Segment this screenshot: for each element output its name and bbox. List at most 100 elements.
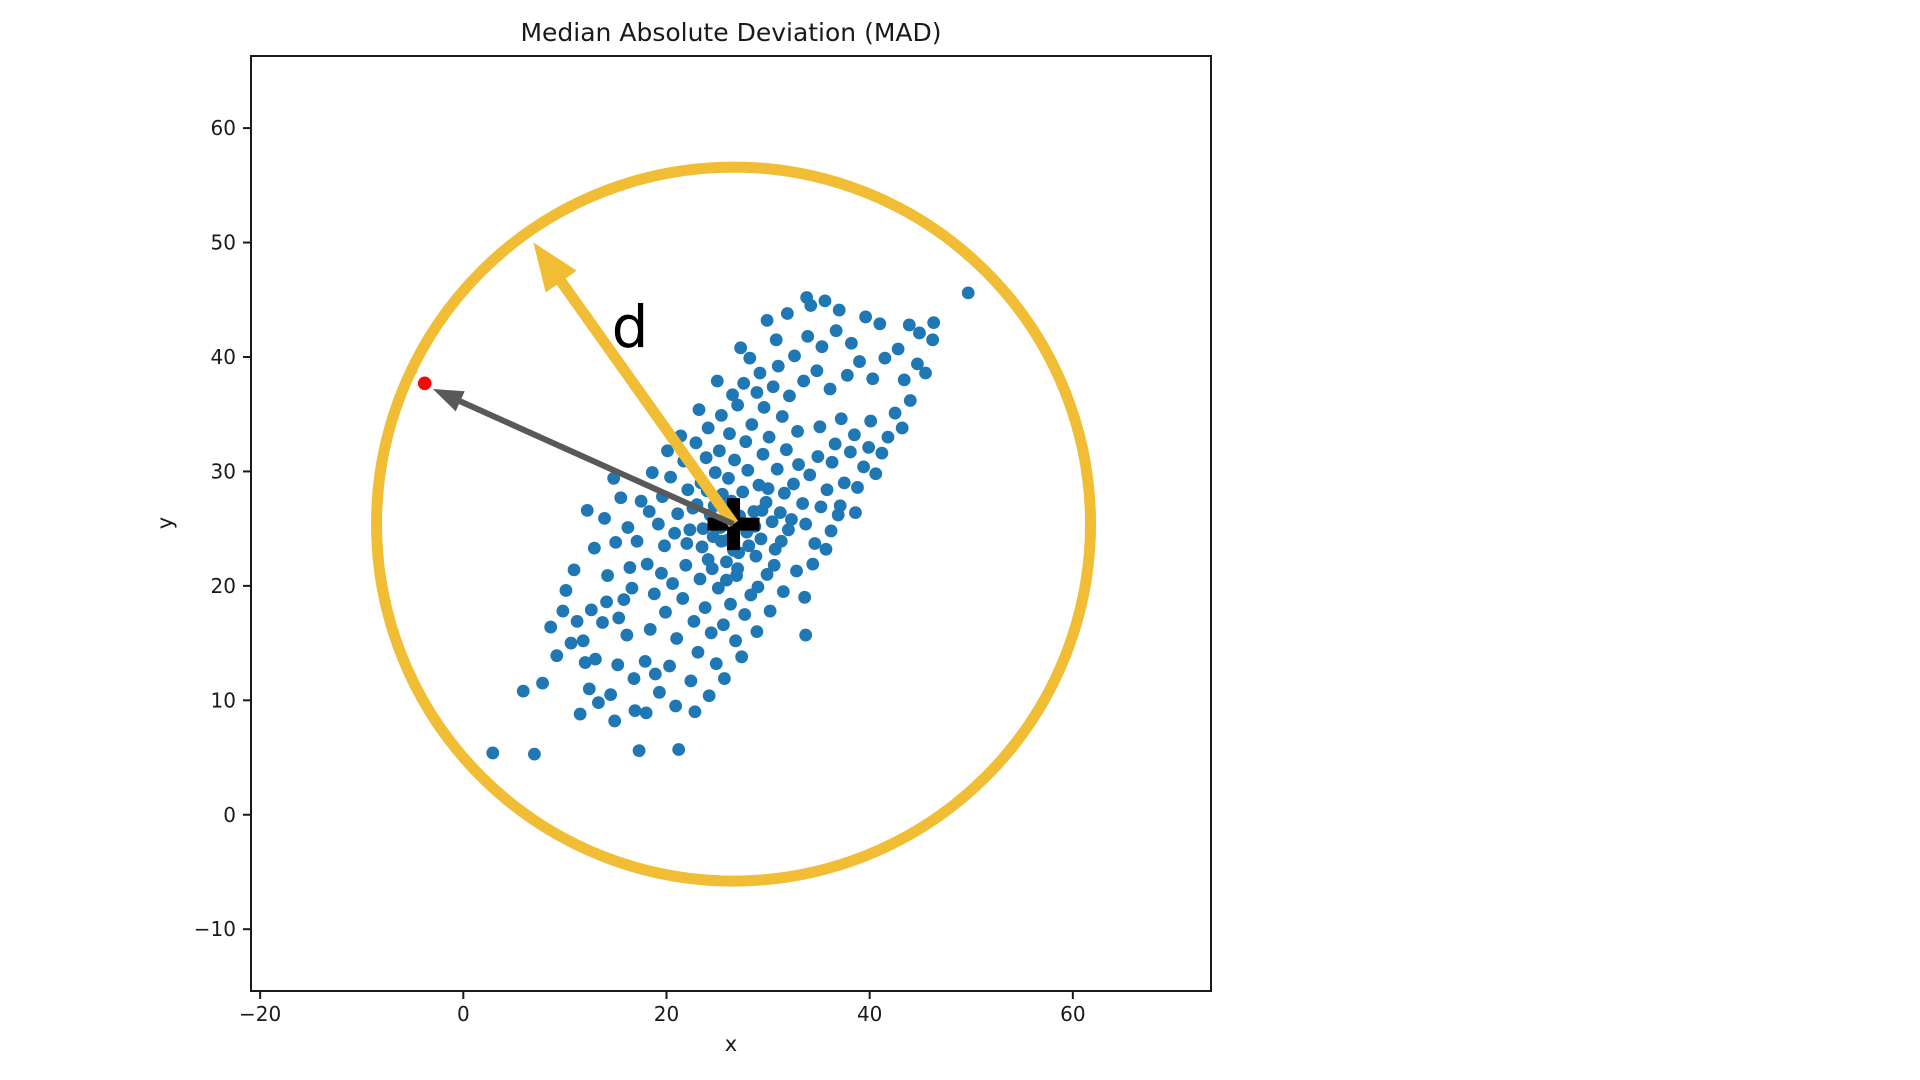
scatter-point [781, 523, 795, 537]
scatter-point [829, 324, 843, 338]
scatter-point [640, 557, 654, 571]
outlier-arrow-shaft [457, 397, 735, 527]
scatter-point [864, 414, 878, 428]
scatter-point [799, 628, 813, 642]
scatter-point [844, 336, 858, 350]
scatter-point [796, 497, 810, 510]
scatter-point [825, 455, 839, 469]
scatter-point [902, 318, 916, 332]
scatter-point [853, 355, 866, 368]
scatter-point [714, 408, 728, 422]
scatter-point [708, 466, 722, 479]
scatter-point [773, 506, 787, 520]
scatter-point [808, 537, 822, 550]
scatter-point [881, 430, 895, 444]
scatter-point [681, 483, 695, 497]
scatter-point [903, 394, 917, 407]
scatter-point [729, 634, 742, 648]
scatter-point [913, 326, 926, 340]
scatter-point [680, 537, 694, 550]
scatter-point [692, 403, 706, 417]
scatter-point [761, 482, 775, 495]
scatter-point [762, 430, 776, 444]
scatter-point [556, 604, 570, 618]
scatter-point [710, 374, 724, 388]
scatter-point [625, 581, 639, 595]
scatter-point [587, 541, 601, 555]
scatter-point [736, 485, 750, 499]
mad-circle-group [371, 161, 1097, 887]
scatter-point [661, 444, 674, 458]
scatter-point [720, 573, 733, 587]
scatter-point [760, 313, 774, 327]
y-tick-label: −10 [194, 917, 236, 941]
scatter-point [668, 526, 682, 540]
scatter-point [726, 388, 739, 402]
scatter-point [743, 351, 757, 365]
scatter-point [775, 410, 789, 423]
y-tick-label: 40 [211, 345, 236, 369]
scatter-point [684, 674, 698, 688]
annotation-arrows-group [432, 242, 739, 528]
scatter-point [919, 366, 932, 380]
scatter-point [739, 435, 753, 449]
scatter-point [866, 372, 880, 386]
scatter-point [766, 380, 780, 394]
scatter-point [643, 622, 657, 636]
scatter-point [639, 706, 653, 720]
scatter-point [897, 373, 911, 387]
scatter-point [756, 447, 770, 461]
x-tick-label: 40 [857, 1002, 882, 1026]
scatter-point [696, 522, 710, 536]
scatter-point [600, 595, 613, 609]
y-tick-label: 50 [211, 231, 236, 255]
scatter-point [875, 446, 889, 460]
scatter-point [813, 420, 827, 434]
scatter-point [620, 628, 634, 642]
scatter-point [837, 476, 851, 490]
scatter-point [780, 307, 794, 320]
y-tick-label: 0 [223, 803, 236, 827]
y-tick-label: 10 [211, 688, 236, 712]
scatter-point [859, 310, 873, 324]
scatter-point [791, 424, 804, 438]
scatter-point [573, 707, 587, 721]
x-tick-label: 20 [654, 1002, 679, 1026]
scatter-point [596, 616, 609, 629]
scatter-point [731, 562, 745, 576]
scatter-point [767, 558, 781, 572]
scatter-point [803, 468, 817, 482]
scatter-point [820, 483, 834, 497]
scatter-point [544, 620, 558, 634]
scatter-point [651, 517, 665, 531]
scatter-point [728, 453, 741, 467]
outlier-point [417, 376, 432, 391]
scatter-point [672, 743, 686, 756]
scatter-point [720, 555, 733, 569]
scatter-point [777, 486, 791, 500]
scatter-point [857, 460, 870, 474]
x-tick-label: −20 [239, 1002, 281, 1026]
scatter-points-group [417, 286, 975, 761]
scatter-point [755, 503, 769, 517]
scatter-point [607, 471, 621, 485]
scatter-point [564, 636, 578, 650]
scatter-point [614, 491, 628, 505]
scatter-point [750, 625, 764, 639]
scatter-point [714, 534, 728, 548]
scatter-point [737, 376, 751, 390]
scatter-point [771, 359, 785, 373]
scatter-point [888, 406, 902, 420]
scatter-point [734, 341, 748, 355]
scatter-point [659, 605, 672, 619]
scatter-point [801, 329, 815, 343]
scatter-point [724, 597, 737, 611]
scatter-point [792, 458, 805, 471]
scatter-point [751, 580, 765, 594]
axis-ticks: −20 0 20 40 60 −10 0 10 20 30 40 50 60 [194, 116, 1086, 1026]
scatter-point [664, 470, 677, 484]
scatter-point [765, 515, 779, 529]
scatter-point [823, 382, 837, 396]
scatter-point [691, 645, 705, 659]
